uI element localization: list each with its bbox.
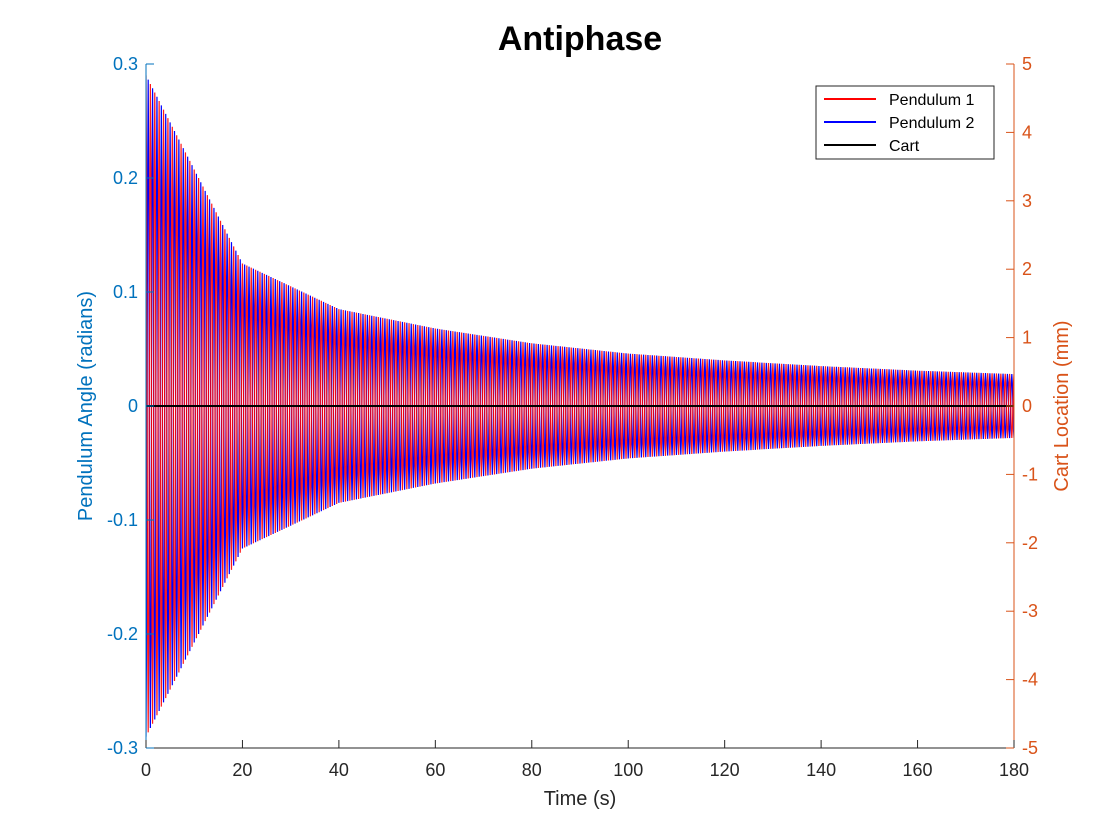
y-right-tick-label-1: -4 [1022,670,1038,690]
x-tick-label-7: 140 [806,760,836,780]
y-right-ticks: -5 -4 -3 -2 -1 0 1 2 3 4 5 [1006,54,1038,758]
x-tick-label-4: 80 [522,760,542,780]
x-tick-label-8: 160 [903,760,933,780]
y-right-tick-label-5: 0 [1022,396,1032,416]
y-left-tick-label-3: 0 [128,396,138,416]
legend-label-cart: Cart [889,138,920,155]
y-right-tick-label-10: 5 [1022,54,1032,74]
x-ticks: 0 20 40 60 80 100 120 140 160 180 [141,740,1029,780]
y-right-tick-label-8: 3 [1022,191,1032,211]
y-left-ticks: -0.3 -0.2 -0.1 0 0.1 0.2 0.3 [107,54,154,758]
x-tick-label-5: 100 [613,760,643,780]
x-tick-label-6: 120 [710,760,740,780]
y-left-tick-label-2: -0.1 [107,510,138,530]
x-tick-label-2: 40 [329,760,349,780]
x-tick-label-9: 180 [999,760,1029,780]
x-tick-label-3: 60 [425,760,445,780]
y-right-tick-label-7: 2 [1022,259,1032,279]
x-tick-label-1: 20 [232,760,252,780]
x-axis-label: Time (s) [544,788,617,810]
y-left-tick-label-1: -0.2 [107,624,138,644]
y-right-tick-label-9: 4 [1022,122,1032,142]
y-right-tick-label-6: 1 [1022,328,1032,348]
series-line-pendulum-2 [146,79,1014,737]
plot-area: 0 20 40 60 80 100 120 140 160 180 -0.3-0.2-0.100.… [107,54,1038,780]
x-tick-label-0: 0 [141,760,151,780]
chart-title: Antiphase [498,20,662,58]
y-left-tick-label-6: 0.3 [113,54,138,74]
left-y-axis-label: Pendulum Angle (radians) [75,291,97,521]
right-y-axis-label: Cart Location (mm) [1051,320,1073,491]
y-left-tick-label-4: 0.1 [113,282,138,302]
series-line-pendulum-1 [146,75,1014,733]
legend-label-pendulum-1: Pendulum 1 [889,92,974,109]
legend: Pendulum 1 Pendulum 2 Cart [815,85,995,160]
legend-label-pendulum-2: Pendulum 2 [889,115,974,132]
y-right-tick-label-0: -5 [1022,738,1038,758]
y-right-tick-label-3: -2 [1022,533,1038,553]
series-layer [146,75,1014,737]
y-left-tick-label-0: -0.3 [107,738,138,758]
y-right-tick-label-4: -1 [1022,464,1038,484]
y-left-tick-label-5: 0.2 [113,168,138,188]
y-right-tick-label-2: -3 [1022,601,1038,621]
